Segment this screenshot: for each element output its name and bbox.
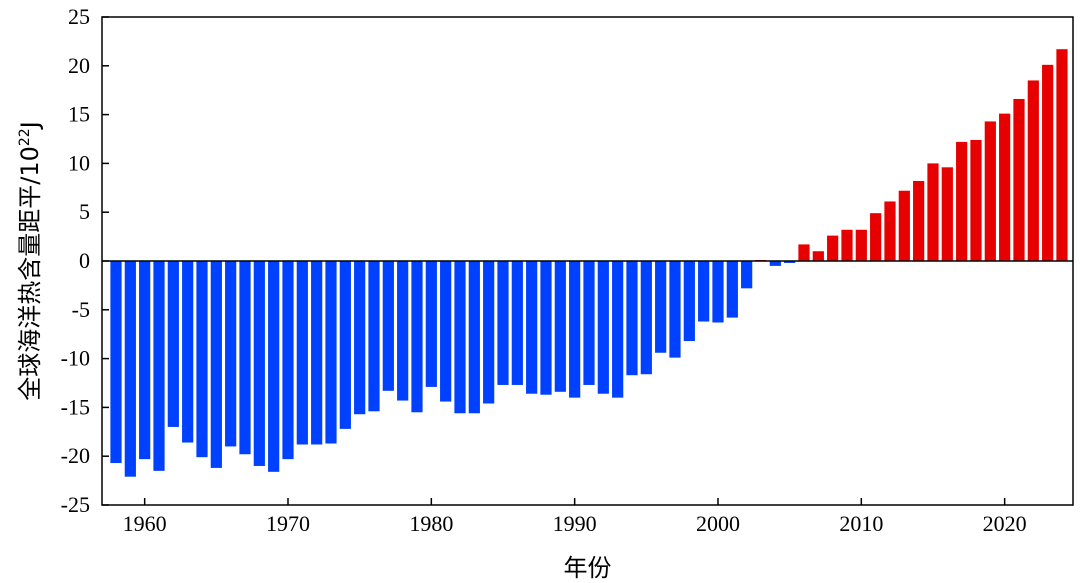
bar-1976 bbox=[368, 261, 380, 412]
bar-1975 bbox=[354, 261, 366, 415]
x-tick-label: 2020 bbox=[983, 511, 1027, 536]
bar-1981 bbox=[440, 261, 452, 402]
y-tick-label: 25 bbox=[68, 4, 90, 29]
bar-1964 bbox=[196, 261, 208, 458]
bar-1995 bbox=[640, 261, 652, 375]
bar-1992 bbox=[597, 261, 609, 394]
x-tick-label: 1970 bbox=[266, 511, 310, 536]
bar-1979 bbox=[411, 261, 423, 413]
bar-1989 bbox=[554, 261, 566, 392]
bar-1984 bbox=[483, 261, 495, 404]
bar-1971 bbox=[296, 261, 308, 445]
bar-1994 bbox=[626, 261, 638, 376]
bar-1987 bbox=[526, 261, 538, 394]
bar-1986 bbox=[511, 261, 523, 385]
bar-2018 bbox=[970, 139, 982, 261]
bar-1983 bbox=[468, 261, 480, 414]
bar-1960 bbox=[139, 261, 151, 460]
y-tick-label: -25 bbox=[61, 492, 90, 517]
bar-1985 bbox=[497, 261, 509, 385]
bar-2022 bbox=[1027, 80, 1039, 261]
bar-1959 bbox=[124, 261, 136, 477]
y-axis-title-text: 全球海洋热含量距平/10 bbox=[16, 146, 44, 401]
bar-2006 bbox=[798, 244, 810, 261]
bar-1974 bbox=[339, 261, 351, 429]
bar-2012 bbox=[884, 201, 896, 261]
bar-1993 bbox=[612, 261, 624, 398]
y-tick-label: 20 bbox=[68, 53, 90, 78]
bar-1982 bbox=[454, 261, 466, 414]
bar-1978 bbox=[397, 261, 409, 401]
bar-2001 bbox=[726, 261, 738, 318]
y-axis-title-exponent: 22 bbox=[17, 128, 33, 146]
x-tick-label: 1990 bbox=[553, 511, 597, 536]
bar-2024 bbox=[1056, 49, 1068, 261]
bar-1969 bbox=[268, 261, 280, 472]
y-axis-title: 全球海洋热含量距平/1022J bbox=[16, 121, 44, 401]
bar-1962 bbox=[167, 261, 179, 427]
x-tick-label: 2000 bbox=[696, 511, 740, 536]
bars-group bbox=[110, 49, 1068, 477]
bar-1998 bbox=[683, 261, 695, 342]
y-tick-label: -20 bbox=[61, 443, 90, 468]
bar-1963 bbox=[182, 261, 194, 443]
x-axis: 1960 1970 1980 1990 2000 2010 2020 bbox=[123, 498, 1027, 536]
bar-2015 bbox=[927, 163, 939, 261]
bar-1997 bbox=[669, 261, 681, 358]
bar-1996 bbox=[655, 261, 667, 353]
x-axis-title: 年份 bbox=[564, 554, 612, 582]
bar-2021 bbox=[1013, 98, 1025, 261]
bar-1958 bbox=[110, 261, 122, 464]
bar-1991 bbox=[583, 261, 595, 385]
y-axis-title-unit: J bbox=[16, 121, 44, 130]
bar-1970 bbox=[282, 261, 294, 460]
bar-2016 bbox=[941, 167, 953, 261]
y-tick-label: 10 bbox=[68, 150, 90, 175]
x-tick-label: 2010 bbox=[839, 511, 883, 536]
bar-1999 bbox=[698, 261, 710, 322]
bar-1965 bbox=[210, 261, 222, 468]
bar-1967 bbox=[239, 261, 251, 455]
bar-2000 bbox=[712, 261, 724, 323]
bar-2007 bbox=[812, 251, 824, 261]
x-tick-label: 1980 bbox=[409, 511, 453, 536]
bar-2011 bbox=[870, 213, 882, 261]
bar-2008 bbox=[827, 235, 839, 261]
bar-2013 bbox=[898, 190, 910, 261]
bar-2023 bbox=[1042, 64, 1054, 261]
y-tick-label: 0 bbox=[79, 248, 90, 273]
bar-2010 bbox=[855, 229, 867, 261]
y-tick-label: 15 bbox=[68, 102, 90, 127]
bar-1990 bbox=[569, 261, 581, 398]
x-tick-label: 1960 bbox=[123, 511, 167, 536]
bar-1988 bbox=[540, 261, 552, 395]
bar-1966 bbox=[225, 261, 237, 447]
bar-2009 bbox=[841, 229, 853, 261]
bar-2014 bbox=[913, 180, 925, 261]
bar-2005 bbox=[784, 261, 796, 263]
y-tick-label: -10 bbox=[61, 346, 90, 371]
bar-1972 bbox=[311, 261, 323, 445]
bar-2019 bbox=[984, 121, 996, 261]
bar-1977 bbox=[382, 261, 394, 391]
bar-2020 bbox=[999, 113, 1011, 262]
bar-2002 bbox=[741, 261, 753, 289]
bar-1973 bbox=[325, 261, 337, 444]
bar-1968 bbox=[253, 261, 265, 466]
bar-1961 bbox=[153, 261, 165, 471]
y-tick-label: -5 bbox=[72, 297, 90, 322]
y-tick-label: -15 bbox=[61, 394, 90, 419]
bar-1980 bbox=[425, 261, 437, 387]
y-tick-label: 5 bbox=[79, 199, 90, 224]
bar-2004 bbox=[769, 261, 781, 266]
y-axis: 25 20 15 10 5 0 -5 -10 -15 -20 -25 bbox=[61, 4, 109, 517]
bar-2017 bbox=[956, 141, 968, 261]
